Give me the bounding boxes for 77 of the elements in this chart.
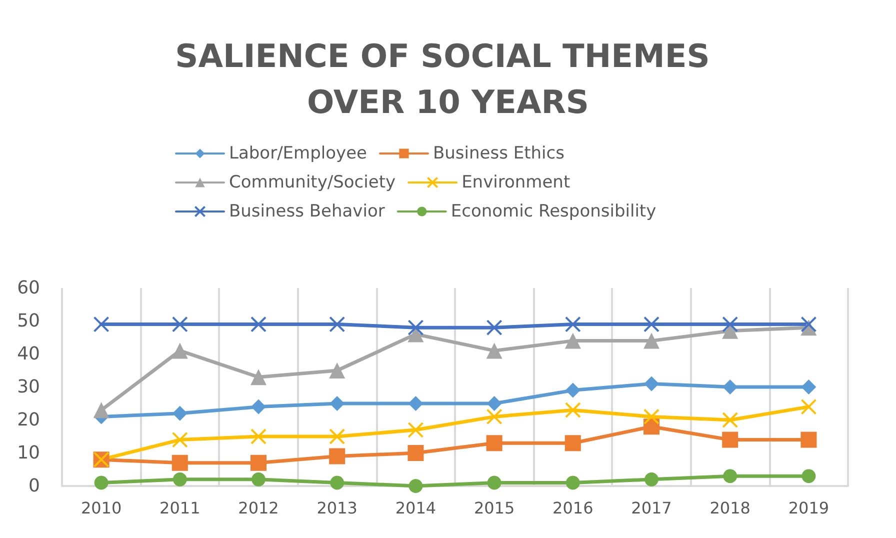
point (486, 342, 502, 359)
point (486, 408, 502, 425)
point (408, 396, 424, 411)
point (252, 472, 266, 486)
point (722, 380, 738, 394)
point (172, 406, 188, 421)
point (800, 432, 817, 448)
point (644, 408, 660, 425)
point (801, 380, 816, 394)
point (722, 412, 738, 428)
point (722, 316, 738, 332)
point (564, 402, 581, 418)
x-tick-label: 2015 (474, 498, 515, 518)
point (800, 316, 817, 332)
point (566, 476, 580, 490)
point (93, 402, 110, 418)
point (329, 428, 346, 444)
legend-label: Community/Society (229, 172, 396, 192)
point (564, 435, 581, 452)
y-tick-label: 10 (17, 442, 40, 464)
point (800, 398, 817, 415)
point (408, 320, 424, 336)
point (251, 399, 266, 414)
y-tick-label: 30 (17, 376, 40, 398)
point (330, 396, 345, 411)
point (94, 476, 108, 490)
point (486, 320, 502, 336)
point (93, 316, 110, 332)
point (172, 316, 188, 332)
point (802, 469, 816, 484)
legend-label: Economic Responsibility (450, 202, 656, 222)
point (250, 454, 266, 471)
point (486, 435, 502, 452)
x-tick-label: 2011 (160, 498, 200, 518)
point (644, 316, 660, 332)
point (644, 332, 660, 349)
legend-label: Business Behavior (229, 202, 385, 222)
point (486, 396, 502, 411)
point (408, 479, 423, 493)
x-tick-label: 2010 (80, 498, 122, 518)
legend-label: Business Ethics (432, 144, 565, 164)
y-tick-label: 60 (17, 278, 40, 298)
y-tick-label: 20 (17, 410, 40, 430)
x-tick-label: 2017 (631, 498, 672, 518)
x-tick-label: 2019 (788, 498, 830, 518)
point (408, 422, 424, 438)
point (329, 362, 346, 378)
point (408, 445, 424, 461)
point (250, 428, 266, 444)
x-tick-label: 2012 (238, 498, 279, 518)
point (250, 316, 266, 332)
point (564, 316, 581, 332)
x-tick-label: 2016 (552, 498, 594, 518)
chart-title: SALIENCE OF SOCIAL THEMES OVER 10 YEARS (175, 37, 721, 121)
point (329, 316, 346, 332)
point (565, 382, 580, 398)
point (644, 376, 659, 392)
y-tick-label: 50 (17, 310, 40, 332)
x-tick-label: 2013 (316, 498, 358, 518)
point (564, 332, 581, 349)
point (487, 476, 502, 490)
point (330, 476, 344, 490)
x-tick-label: 2018 (710, 498, 750, 518)
y-tick-label: 0 (28, 476, 40, 496)
point (644, 472, 658, 486)
y-tick-label: 40 (17, 344, 40, 364)
point (250, 369, 266, 386)
point (723, 469, 738, 484)
x-tick-label: 2014 (395, 498, 436, 518)
point (172, 472, 187, 486)
legend-label: Labor/Employee (229, 144, 367, 164)
legend-label: Environment (462, 172, 570, 192)
point (172, 342, 188, 359)
point (329, 448, 346, 464)
point (172, 454, 188, 471)
point (172, 432, 188, 448)
point (722, 432, 738, 448)
